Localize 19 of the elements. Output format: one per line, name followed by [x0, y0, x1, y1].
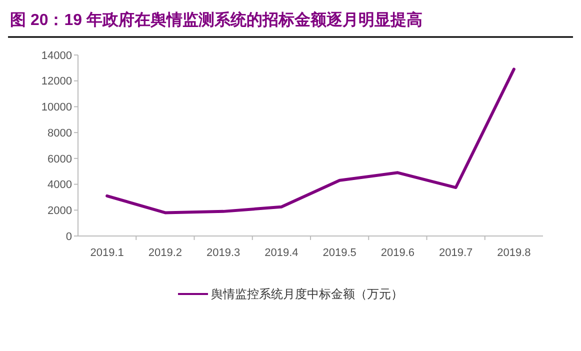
y-tick-label: 10000 [41, 102, 72, 114]
y-tick-label: 12000 [41, 76, 72, 88]
x-tick-label: 2019.8 [497, 247, 531, 259]
y-tick-label: 6000 [48, 153, 72, 166]
x-tick-label: 2019.6 [380, 247, 415, 259]
y-tick-label: 4000 [48, 179, 72, 192]
x-tick-label: 2019.2 [148, 247, 182, 259]
y-tick-label: 14000 [41, 50, 72, 62]
x-tick-label: 2019.3 [206, 247, 240, 259]
legend-label: 舆情监控系统月度中标金额（万元） [211, 287, 403, 302]
x-tick-label: 2019.1 [90, 247, 124, 259]
y-tick-label: 2000 [48, 204, 72, 217]
x-tick-label: 2019.5 [322, 247, 356, 259]
y-tick-label: 0 [66, 230, 72, 243]
line-series [106, 68, 516, 214]
x-tick-label: 2019.4 [264, 247, 298, 259]
chart-title: 图 20：19 年政府在舆情监测系统的招标金额逐月明显提高 [10, 10, 422, 29]
x-tick-label: 2019.7 [438, 247, 473, 259]
y-tick-label: 8000 [48, 127, 72, 140]
